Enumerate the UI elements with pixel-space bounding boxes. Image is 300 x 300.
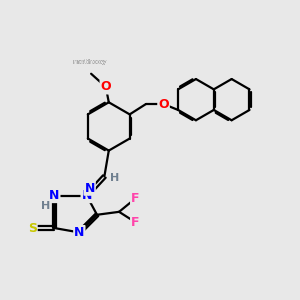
- Text: methoxy: methoxy: [72, 59, 107, 65]
- Text: N: N: [49, 189, 59, 202]
- Text: N: N: [85, 182, 95, 195]
- Text: H: H: [41, 201, 50, 211]
- Text: N: N: [82, 189, 92, 202]
- Text: O: O: [158, 98, 169, 111]
- Text: H: H: [110, 173, 119, 183]
- Text: F: F: [131, 216, 140, 229]
- Text: N: N: [74, 226, 85, 239]
- Text: O: O: [100, 80, 111, 94]
- Text: F: F: [131, 192, 140, 205]
- Text: S: S: [28, 221, 37, 235]
- Text: methoxy: methoxy: [72, 59, 107, 65]
